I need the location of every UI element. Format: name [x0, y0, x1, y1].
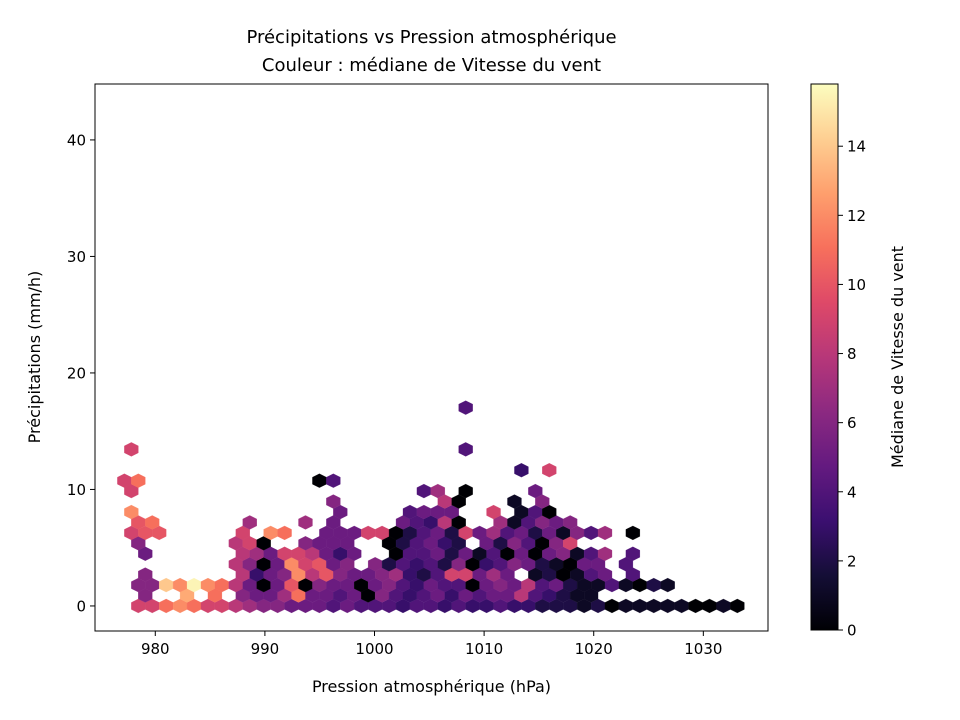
hex-bin	[145, 515, 160, 530]
colorbar-tick-label: 14	[847, 138, 866, 156]
colorbar-tick-label: 6	[847, 414, 857, 432]
hex-bin	[625, 546, 640, 561]
hex-bin	[138, 567, 153, 582]
hex-bin	[242, 515, 257, 530]
hex-bin	[486, 504, 501, 520]
colorbar-tick-label: 2	[847, 552, 857, 570]
colorbar-label: Médiane de Vitesse du vent	[888, 246, 907, 468]
hex-bin	[597, 546, 613, 561]
hex-bin	[730, 598, 745, 614]
y-axis-ticks: 0 10 20 30 40	[67, 131, 95, 615]
colorbar-tick-label: 0	[847, 622, 857, 640]
hex-bin	[326, 494, 341, 509]
hex-bin	[298, 515, 313, 530]
y-tick-label: 10	[67, 481, 86, 499]
hex-bin	[277, 525, 292, 541]
hex-bin	[458, 442, 473, 457]
hex-bin	[597, 525, 613, 541]
colorbar-tick-label: 10	[847, 276, 866, 294]
y-tick-label: 30	[67, 248, 86, 266]
hex-bin	[326, 473, 341, 488]
x-tick-label: 1020	[575, 640, 613, 658]
colorbar-ticks: 0 2 4 6 8 10 12 14	[838, 138, 866, 640]
y-tick-label: 0	[76, 597, 86, 615]
chart-title-line-1: Précipitations vs Pression atmosphérique	[246, 27, 616, 48]
colorbar-gradient	[810, 83, 839, 631]
x-tick-label: 980	[141, 640, 170, 658]
hex-bin	[124, 442, 139, 457]
y-axis-label: Précipitations (mm/h)	[25, 271, 44, 444]
hex-bin	[563, 515, 578, 530]
hex-bin	[528, 483, 543, 499]
y-tick-label: 20	[67, 364, 86, 382]
hex-bin	[458, 400, 473, 415]
x-tick-label: 1010	[465, 640, 503, 658]
hex-bin	[430, 483, 445, 499]
hex-bin	[507, 494, 522, 509]
hex-bin	[458, 483, 473, 499]
hex-bin	[660, 577, 675, 593]
colorbar-tick-label: 12	[847, 207, 866, 225]
x-tick-label: 1000	[355, 640, 393, 658]
hex-bin	[625, 525, 640, 541]
axes-frame	[94, 83, 769, 632]
y-tick-label: 40	[67, 131, 86, 149]
x-tick-label: 990	[251, 640, 280, 658]
colorbar-tick-label: 4	[847, 483, 857, 501]
colorbar-tick-label: 8	[847, 345, 857, 363]
colorbar: 0 2 4 6 8 10 12 14 Médiane de Vitesse du vent	[810, 83, 907, 640]
x-tick-label: 1030	[684, 640, 722, 658]
hex-bins	[117, 400, 745, 614]
chart-title-line-2: Couleur : médiane de Vitesse du vent	[262, 55, 601, 76]
hex-bin	[131, 473, 146, 488]
x-axis-ticks: 980 990 1000 1010 1020 1030	[141, 631, 722, 658]
hex-bin	[542, 463, 557, 478]
hex-bin	[124, 504, 139, 520]
hex-bin	[514, 463, 529, 478]
x-axis-label: Pression atmosphérique (hPa)	[312, 677, 551, 696]
